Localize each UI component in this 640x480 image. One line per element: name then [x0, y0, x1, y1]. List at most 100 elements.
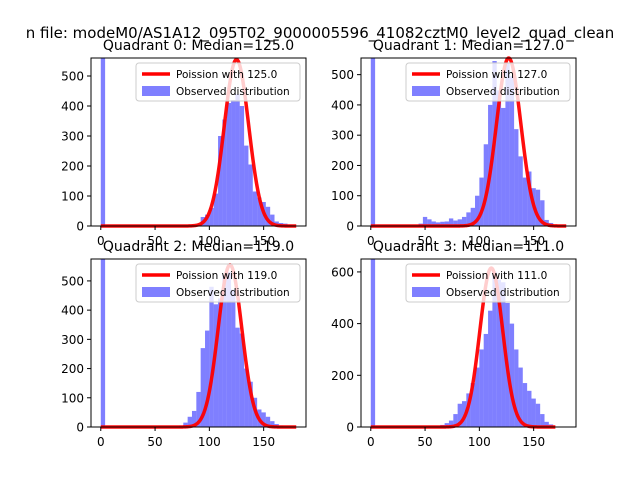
hist-bar [209, 208, 214, 226]
hist-bar [531, 398, 536, 427]
hist-bar [231, 289, 236, 427]
hist-bar [222, 275, 227, 427]
hist-bar [196, 391, 201, 427]
y-tick-label: 100 [331, 189, 354, 203]
hist-bar [518, 156, 523, 226]
hist-bar [479, 349, 484, 427]
y-tick-label: 500 [61, 70, 84, 84]
hist-bar [448, 420, 454, 427]
y-tick-label: 400 [61, 100, 84, 114]
hist-bar [270, 421, 275, 427]
x-tick-label: 100 [198, 234, 221, 248]
hist-bar [239, 333, 245, 427]
hist-bar [270, 214, 275, 226]
hist-bar [514, 129, 519, 226]
hist-bar [475, 367, 480, 427]
y-tick-label: 400 [61, 304, 84, 318]
hist-bar [100, 259, 106, 427]
hist-bar [248, 164, 253, 226]
legend-line-label: Poission with 111.0 [446, 270, 547, 282]
legend-hist-label: Observed distribution [176, 86, 290, 98]
y-tick-label: 0 [346, 220, 354, 234]
hist-bar [235, 94, 240, 226]
x-tick-label: 150 [522, 234, 545, 248]
hist-bar [370, 58, 376, 226]
hist-bar [535, 189, 541, 226]
hist-bar [488, 310, 493, 427]
hist-bar [522, 383, 528, 427]
panel-1: 0 50 100 150 0 100 200 300 400 500 Quadrant 1: Med… [331, 38, 577, 248]
hist-bar [457, 219, 462, 226]
hist-bar [235, 327, 240, 427]
legend-hist-swatch [412, 287, 440, 297]
hist-bar [518, 367, 523, 427]
hist-bar [483, 144, 489, 226]
hist-bar [431, 221, 436, 226]
legend: Poission with 111.0 Observed distribution [405, 263, 571, 303]
hist-bar [191, 410, 197, 427]
hist-bar [213, 304, 219, 427]
hist-bar [239, 106, 245, 226]
hist-bar [527, 390, 532, 427]
x-tick-label: 0 [97, 435, 105, 449]
hist-bar [265, 206, 271, 226]
hist-bar [535, 403, 541, 427]
legend-hist-label: Observed distribution [446, 86, 560, 98]
y-tick-label: 500 [61, 274, 84, 288]
legend: Poission with 127.0 Observed distribution [405, 62, 571, 102]
legend-line-label: Poission with 119.0 [176, 270, 277, 282]
x-tick-label: 50 [147, 234, 162, 248]
hist-bar [183, 422, 188, 427]
y-tick-label: 0 [76, 220, 84, 234]
hist-bar [444, 423, 449, 427]
hist-bar [457, 403, 462, 427]
hist-bar [370, 259, 376, 427]
legend-hist-swatch [412, 86, 440, 96]
panel-2: 0 50 100 150 0 100 200 300 400 500 Quadrant 2: Med… [61, 239, 307, 449]
hist-bar [470, 207, 476, 226]
x-tick-label: 50 [417, 435, 432, 449]
hist-bar [218, 298, 223, 427]
hist-bar [492, 271, 497, 427]
hist-bar [540, 200, 545, 226]
y-tick-label: 200 [331, 159, 354, 173]
y-tick-label: 0 [346, 421, 354, 435]
x-tick-label: 100 [198, 435, 221, 449]
x-tick-label: 0 [367, 234, 375, 248]
x-tick-label: 150 [252, 435, 275, 449]
legend-box [405, 62, 571, 102]
hist-bar [231, 100, 236, 226]
hist-bar [252, 191, 258, 226]
legend-hist-label: Observed distribution [446, 287, 560, 299]
hist-bar [453, 220, 458, 226]
panel-title: Quadrant 3: Median=111.0 [373, 239, 564, 255]
hist-bar [483, 333, 489, 427]
y-tick-label: 300 [331, 129, 354, 143]
hist-bar [213, 193, 219, 226]
hist-bar [244, 368, 249, 427]
legend: Poission with 125.0 Observed distribution [135, 62, 301, 102]
legend: Poission with 119.0 Observed distribution [135, 263, 301, 303]
hist-bar [205, 214, 210, 226]
axes-frame [360, 258, 577, 428]
legend-hist-swatch [142, 287, 170, 297]
hist-bar [100, 58, 106, 226]
panel-title: Quadrant 0: Median=125.0 [103, 38, 294, 54]
hist-bar [205, 330, 210, 427]
hist-bar [509, 323, 515, 427]
x-tick-label: 50 [147, 435, 162, 449]
hist-bar [505, 62, 510, 226]
axes-frame [90, 57, 307, 227]
hist-bar [509, 76, 515, 226]
y-tick-label: 400 [331, 98, 354, 112]
x-tick-label: 100 [468, 234, 491, 248]
panel-title: Quadrant 2: Median=119.0 [103, 239, 294, 255]
hist-bar [461, 216, 467, 226]
hist-bar [479, 177, 484, 226]
hist-bar [218, 136, 223, 226]
hist-bar [200, 348, 206, 427]
legend-box [135, 62, 301, 102]
axes-frame [90, 258, 307, 428]
